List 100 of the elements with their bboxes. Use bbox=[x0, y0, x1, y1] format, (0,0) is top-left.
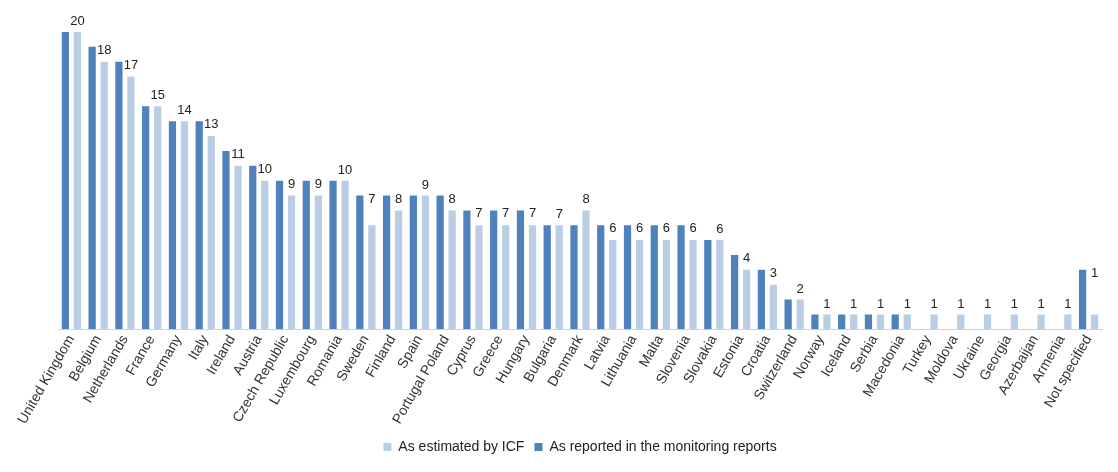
data-label: 1 bbox=[823, 295, 831, 311]
bar bbox=[287, 195, 296, 330]
bar bbox=[930, 314, 938, 330]
data-label: 7 bbox=[528, 205, 537, 221]
data-label: 15 bbox=[150, 87, 165, 103]
data-label: 7 bbox=[475, 205, 483, 221]
legend-label: As estimated by ICF bbox=[398, 437, 525, 454]
bar bbox=[662, 240, 670, 330]
data-label: 8 bbox=[448, 190, 456, 206]
bar bbox=[876, 314, 885, 330]
bar bbox=[730, 254, 739, 330]
bar bbox=[302, 180, 310, 330]
bar bbox=[864, 314, 873, 330]
data-label: 8 bbox=[395, 190, 403, 206]
data-label: 1 bbox=[1010, 295, 1018, 311]
data-label: 3 bbox=[769, 264, 778, 280]
bar bbox=[180, 121, 189, 330]
bar bbox=[1064, 314, 1072, 330]
bar bbox=[677, 225, 685, 330]
data-label: 1 bbox=[903, 295, 911, 311]
data-label: 6 bbox=[662, 220, 670, 236]
bar bbox=[463, 210, 471, 330]
data-label: 6 bbox=[689, 220, 697, 236]
bar bbox=[448, 210, 456, 330]
bar bbox=[421, 195, 430, 330]
bar bbox=[516, 210, 525, 330]
bar bbox=[1091, 314, 1099, 330]
data-label: 1 bbox=[850, 295, 858, 311]
bar bbox=[249, 165, 257, 330]
data-label: 17 bbox=[123, 56, 139, 72]
bar bbox=[168, 121, 177, 330]
bar bbox=[689, 240, 697, 330]
bar bbox=[502, 225, 510, 330]
bar bbox=[436, 195, 444, 330]
bar bbox=[543, 225, 551, 330]
bar bbox=[409, 195, 417, 330]
bar bbox=[356, 195, 364, 330]
bar bbox=[528, 225, 537, 330]
bar bbox=[757, 269, 765, 330]
bar bbox=[115, 61, 123, 330]
data-label: 7 bbox=[555, 206, 563, 222]
data-label: 11 bbox=[231, 146, 245, 162]
bar bbox=[207, 136, 215, 330]
data-label: 9 bbox=[314, 175, 322, 191]
bar bbox=[1010, 314, 1018, 330]
bar bbox=[1078, 269, 1087, 330]
bar bbox=[61, 32, 69, 330]
data-label: 6 bbox=[635, 220, 644, 236]
bar bbox=[73, 32, 82, 330]
data-label: 20 bbox=[70, 13, 85, 29]
bar bbox=[903, 314, 911, 330]
bar bbox=[329, 180, 337, 330]
bar bbox=[142, 106, 150, 330]
data-label: 7 bbox=[368, 190, 376, 206]
bar bbox=[475, 225, 483, 330]
bar bbox=[850, 314, 858, 330]
bar bbox=[341, 180, 349, 330]
bar bbox=[275, 180, 284, 330]
data-label: 9 bbox=[421, 176, 430, 192]
bar bbox=[716, 240, 724, 330]
bar bbox=[957, 314, 965, 330]
legend-label: As reported in the monitoring reports bbox=[549, 437, 777, 454]
bar bbox=[743, 269, 751, 330]
bar bbox=[891, 314, 899, 330]
data-label: 1 bbox=[1064, 295, 1072, 311]
bar bbox=[261, 180, 269, 330]
data-label: 1 bbox=[983, 295, 992, 311]
bar bbox=[1037, 314, 1045, 330]
bar bbox=[368, 225, 376, 330]
bar bbox=[490, 210, 498, 330]
bar bbox=[100, 61, 108, 330]
data-label: 13 bbox=[204, 116, 219, 132]
bar bbox=[154, 106, 162, 330]
bar bbox=[811, 314, 819, 330]
bar bbox=[635, 240, 644, 330]
bar bbox=[555, 225, 563, 330]
bar bbox=[650, 225, 658, 330]
bar bbox=[796, 299, 804, 330]
bar bbox=[597, 225, 605, 330]
bar bbox=[395, 210, 403, 330]
bar bbox=[314, 195, 322, 330]
data-label: 6 bbox=[609, 220, 617, 236]
bar bbox=[195, 121, 203, 330]
data-label: 9 bbox=[287, 175, 296, 191]
bar bbox=[784, 299, 792, 330]
data-label: 10 bbox=[257, 160, 273, 176]
data-label: 2 bbox=[796, 280, 804, 296]
data-label: 4 bbox=[743, 250, 751, 266]
data-label: 10 bbox=[337, 161, 353, 177]
bar bbox=[570, 225, 578, 330]
data-label: 14 bbox=[177, 102, 192, 118]
bar bbox=[623, 225, 632, 330]
bar bbox=[609, 240, 617, 330]
data-label: 18 bbox=[96, 41, 112, 57]
data-label: 7 bbox=[502, 205, 510, 221]
bar bbox=[769, 284, 778, 330]
data-label: 6 bbox=[716, 221, 724, 237]
data-label: 1 bbox=[1091, 264, 1099, 280]
bar bbox=[382, 195, 391, 330]
bar bbox=[704, 240, 712, 330]
